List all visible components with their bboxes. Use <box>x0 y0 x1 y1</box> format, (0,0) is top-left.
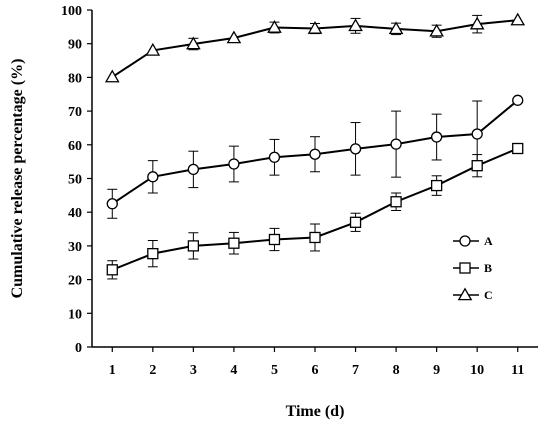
data-point-a <box>147 171 159 183</box>
legend-marker-c <box>457 287 473 301</box>
data-point-b <box>106 264 118 276</box>
data-point-a <box>187 163 200 176</box>
legend-label-c: C <box>484 288 493 302</box>
y-axis-label: Cumulative release percentage (%) <box>9 59 26 299</box>
data-point-c <box>104 69 120 83</box>
y-tick-label: 10 <box>68 307 82 322</box>
data-point-a <box>106 198 118 210</box>
data-point-a <box>309 148 321 160</box>
legend-marker-b <box>459 262 471 274</box>
data-point-c <box>510 12 526 26</box>
x-tick-label: 6 <box>312 363 319 378</box>
x-tick-label: 2 <box>149 363 156 378</box>
x-tick-label: 9 <box>433 363 440 378</box>
x-tick-label: 1 <box>109 363 116 378</box>
y-tick-label: 30 <box>68 240 82 255</box>
x-tick-label: 3 <box>190 363 197 378</box>
x-tick-label: 10 <box>470 363 484 378</box>
x-tick-label: 5 <box>271 363 278 378</box>
y-tick-label: 40 <box>68 206 82 221</box>
data-point-a <box>268 151 281 163</box>
y-tick-label: 50 <box>68 173 82 188</box>
data-point-c <box>186 36 201 50</box>
data-point-b <box>390 196 402 208</box>
data-point-b <box>349 216 362 228</box>
tick-labels: 0 10 20 30 40 50 60 70 80 90 100 1 2 3 4 5 6 7 8 9 10 11 <box>61 4 524 378</box>
data-point-c <box>469 16 485 30</box>
series-b <box>106 142 524 276</box>
legend: ABC <box>453 234 493 302</box>
data-point-a <box>430 131 443 143</box>
legend-marker-a <box>459 235 471 247</box>
series-group <box>104 12 526 276</box>
data-point-c <box>267 20 282 33</box>
data-point-c <box>145 42 161 56</box>
y-tick-label: 0 <box>75 341 82 356</box>
data-point-b <box>471 160 483 172</box>
data-point-c <box>429 23 444 37</box>
series-a <box>106 94 524 210</box>
data-point-b <box>430 179 443 192</box>
y-tick-label: 20 <box>68 274 82 289</box>
data-point-a <box>512 94 524 106</box>
y-tick-label: 80 <box>68 71 82 86</box>
data-point-b <box>309 231 321 244</box>
x-tick-label: 4 <box>230 363 237 378</box>
data-point-a <box>349 143 362 155</box>
data-point-b <box>512 142 524 155</box>
data-point-b <box>228 237 240 249</box>
legend-label-a: A <box>484 234 493 248</box>
x-tick-label: 8 <box>393 363 400 378</box>
legend-label-b: B <box>484 261 492 275</box>
series-c <box>104 12 526 83</box>
x-tick-label: 11 <box>511 363 524 378</box>
x-tick-label: 7 <box>352 363 359 378</box>
data-point-b <box>187 240 200 252</box>
y-tick-label: 60 <box>68 139 82 154</box>
data-point-b <box>268 233 281 246</box>
y-tick-label: 90 <box>68 38 82 53</box>
y-tick-label: 100 <box>61 4 82 19</box>
data-point-a <box>471 128 483 140</box>
data-point-b <box>147 248 159 260</box>
data-point-a <box>390 138 402 150</box>
data-point-c <box>348 18 363 32</box>
data-point-c <box>226 30 242 44</box>
y-tick-label: 70 <box>68 105 82 120</box>
x-axis-label: Time (d) <box>286 403 345 420</box>
axes <box>87 9 538 352</box>
data-point-c <box>307 21 323 34</box>
data-point-a <box>228 158 240 170</box>
data-point-c <box>388 21 404 35</box>
